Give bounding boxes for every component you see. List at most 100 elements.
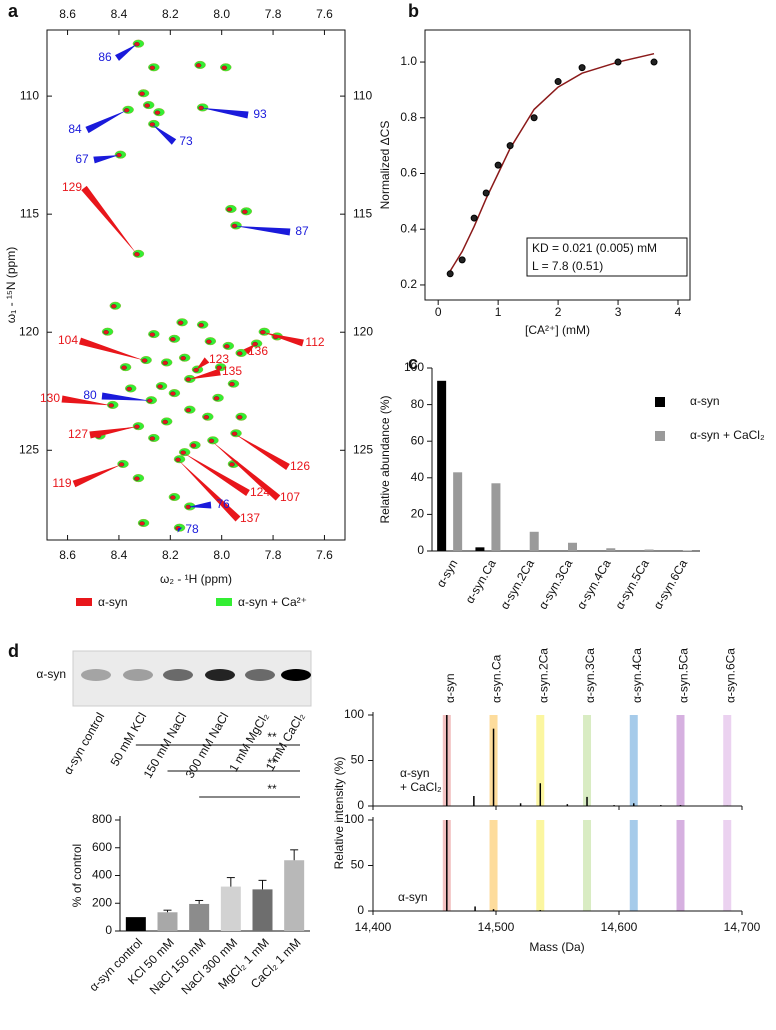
y-tick-label: 1.0 bbox=[400, 54, 417, 68]
x-tick-label: 8.4 bbox=[111, 7, 128, 21]
label-pointer bbox=[72, 464, 122, 488]
x-tick-label: 14,500 bbox=[478, 920, 515, 934]
x-tick-label: 1 bbox=[495, 305, 502, 319]
peak bbox=[110, 304, 117, 309]
y-axis-label: Relative abundance (%) bbox=[378, 395, 392, 523]
peak bbox=[226, 207, 233, 212]
bar bbox=[568, 542, 577, 551]
x-tick-label: α-syn.5Ca bbox=[612, 557, 652, 612]
annotation-box bbox=[526, 237, 688, 277]
mass-band bbox=[629, 820, 638, 911]
y-tick-label: 0.2 bbox=[400, 277, 417, 291]
bar bbox=[252, 889, 273, 931]
band-label: α-syn.Ca bbox=[490, 654, 504, 703]
x-tick-label: α-syn bbox=[434, 557, 461, 590]
y-tick-label: 0.8 bbox=[400, 110, 417, 124]
peak bbox=[154, 110, 161, 115]
peak bbox=[134, 252, 140, 257]
peak bbox=[198, 322, 204, 328]
x-tick-label: α-syn.3Ca bbox=[536, 557, 576, 612]
legend-label: α-syn bbox=[690, 394, 720, 408]
x-tick-label: 8.0 bbox=[213, 548, 230, 562]
x-tick-label: 2 bbox=[555, 305, 562, 319]
gel bbox=[72, 650, 312, 707]
mass-band bbox=[723, 820, 732, 911]
y-tick-label: 0.4 bbox=[400, 221, 417, 235]
peak bbox=[206, 339, 212, 344]
plot-frame bbox=[46, 29, 346, 541]
panel-letter: d bbox=[8, 641, 19, 661]
peak-label: 93 bbox=[253, 107, 267, 121]
series-label: α-syn + CaCl₂ bbox=[400, 766, 442, 794]
x-tick-label: 7.6 bbox=[316, 7, 333, 21]
y-tick-label: 100 bbox=[344, 707, 364, 721]
peak bbox=[170, 495, 176, 500]
data-point bbox=[506, 142, 514, 150]
panel-letter: b bbox=[408, 1, 419, 21]
bar bbox=[157, 912, 178, 931]
peak bbox=[103, 330, 109, 335]
x-tick-label: 8.2 bbox=[162, 548, 179, 562]
data-point bbox=[530, 114, 538, 122]
peak bbox=[149, 65, 156, 70]
legend-swatch bbox=[216, 598, 232, 606]
x-tick-label: 8.2 bbox=[162, 7, 179, 21]
legend-swatch bbox=[76, 598, 92, 606]
mass-band bbox=[723, 715, 732, 806]
y-tick-label: 100 bbox=[404, 360, 424, 374]
peak bbox=[146, 398, 153, 403]
x-tick-label: α-syn.Ca bbox=[463, 557, 499, 606]
x-axis-label: Mass (Da) bbox=[529, 940, 584, 954]
peak bbox=[213, 396, 220, 401]
panel-letter: c bbox=[408, 353, 418, 373]
label-pointer bbox=[234, 433, 290, 470]
error-bar bbox=[195, 899, 204, 904]
annotation: L = 7.8 (0.51) bbox=[532, 259, 603, 273]
bar bbox=[453, 472, 463, 551]
label-pointer bbox=[93, 155, 119, 164]
x-tick-label: α-syn.4Ca bbox=[574, 557, 614, 612]
legend-swatch bbox=[655, 397, 665, 407]
peak bbox=[139, 91, 145, 96]
y-tick-label: 115 bbox=[20, 206, 39, 220]
x-tick-label: α-syn.2Ca bbox=[497, 557, 537, 612]
label-pointer bbox=[78, 337, 145, 361]
peak bbox=[134, 476, 140, 481]
label-pointer bbox=[177, 527, 183, 533]
y-tick-label: 0.6 bbox=[400, 166, 417, 180]
peak bbox=[236, 351, 243, 356]
gel-band bbox=[245, 669, 275, 681]
y-axis-label: ω₁ - ¹⁵N (ppm) bbox=[4, 247, 18, 323]
peak-label: 127 bbox=[68, 427, 88, 441]
y-tick-label: 50 bbox=[351, 753, 365, 767]
peak-label: 119 bbox=[52, 476, 71, 490]
y-axis-label: % of control bbox=[70, 844, 84, 907]
mass-band bbox=[676, 715, 685, 806]
peak-label: 67 bbox=[75, 152, 89, 166]
gel-lane-label: 50 mM KCl bbox=[108, 710, 150, 768]
data-point bbox=[578, 64, 586, 72]
peak-label: 112 bbox=[305, 335, 324, 349]
x-tick-label: 8.4 bbox=[111, 548, 128, 562]
bar bbox=[682, 550, 692, 551]
error-bar bbox=[163, 909, 172, 913]
peak-label: 123 bbox=[209, 352, 229, 366]
significance-label: ** bbox=[267, 782, 277, 796]
peak-label: 76 bbox=[216, 497, 230, 511]
bar bbox=[189, 903, 210, 931]
significance-label: ** bbox=[267, 756, 277, 770]
label-pointer bbox=[188, 501, 212, 509]
peak bbox=[242, 209, 248, 215]
gel-band bbox=[81, 669, 111, 681]
peak-label: 130 bbox=[40, 391, 60, 405]
x-tick-label: 7.8 bbox=[265, 548, 282, 562]
y-tick-label: 800 bbox=[92, 812, 112, 826]
peak bbox=[177, 320, 184, 325]
gel-label: α-syn bbox=[36, 667, 66, 681]
legend-label: α-syn bbox=[98, 595, 128, 609]
peak bbox=[236, 415, 243, 420]
gel-band bbox=[281, 669, 311, 681]
peak bbox=[157, 384, 163, 389]
y-tick-label: 60 bbox=[411, 433, 425, 447]
